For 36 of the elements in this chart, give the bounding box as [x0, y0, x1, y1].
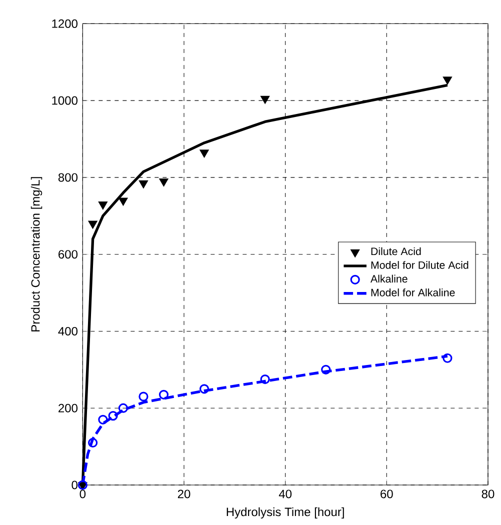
- point: [260, 96, 270, 104]
- legend-label: Model for Dilute Acid: [371, 261, 468, 269]
- point: [88, 438, 98, 448]
- x-axis-title: Hydrolysis Time [hour]: [226, 507, 344, 519]
- y-tick-label: 1000: [52, 96, 78, 105]
- x-tick-label: 40: [278, 490, 292, 498]
- legend-label: Model for Alkaline: [371, 288, 455, 296]
- x-tick-label: 80: [482, 490, 494, 498]
- y-tick-label: 600: [58, 250, 78, 259]
- point: [321, 364, 331, 374]
- legend-label: Dilute Acid: [371, 247, 421, 256]
- y-tick-label: 400: [58, 326, 78, 336]
- y-tick-label: 0: [72, 480, 78, 490]
- y-tick-label: 200: [58, 404, 78, 412]
- x-tick-label: 0: [80, 490, 86, 498]
- point: [200, 150, 209, 158]
- point: [443, 76, 452, 84]
- y-tick-label: 800: [58, 173, 78, 182]
- point: [139, 180, 148, 188]
- x-tick-label: 60: [380, 490, 393, 498]
- point: [442, 353, 452, 363]
- point: [98, 414, 108, 424]
- point: [260, 374, 270, 384]
- point: [108, 410, 118, 421]
- point: [88, 220, 98, 228]
- point: [159, 178, 168, 186]
- point: [118, 198, 128, 206]
- point: [138, 392, 148, 402]
- legend-label: Alkaline: [370, 274, 408, 283]
- point: [199, 384, 210, 394]
- point: [118, 403, 128, 413]
- y-tick-label: 1200: [52, 19, 78, 28]
- point: [158, 390, 169, 400]
- x-tick-label: 20: [178, 490, 190, 498]
- y-axis-title: Product Concentration [mg/L]: [30, 177, 42, 332]
- point: [98, 202, 108, 210]
